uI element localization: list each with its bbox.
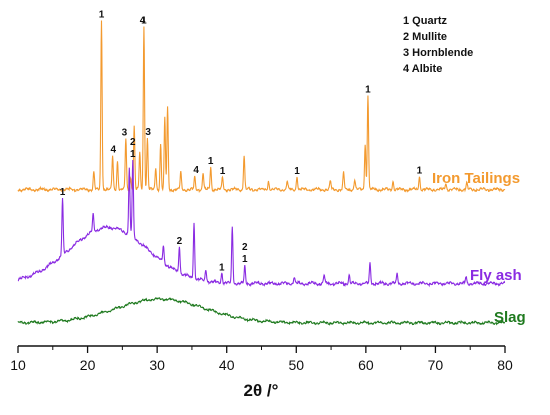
- peak-label: 4: [193, 165, 199, 176]
- peak-label: 1: [208, 156, 214, 167]
- peak-label: 1: [130, 149, 136, 160]
- peak-label: 2: [177, 236, 183, 247]
- peak-label: 1: [60, 187, 66, 198]
- peak-label: 2: [130, 137, 136, 148]
- peak-label: 3: [145, 127, 151, 138]
- x-tick-label: 60: [358, 357, 374, 373]
- series-line-slag: [17, 296, 506, 326]
- series-line-fly-ash: [17, 159, 506, 288]
- series-line-iron-tailings: [17, 20, 506, 194]
- peak-label: 1: [417, 166, 423, 177]
- peak-label: 1: [219, 262, 225, 273]
- x-tick-label: 70: [428, 357, 444, 373]
- x-tick-label: 20: [80, 357, 96, 373]
- peak-label: 4: [111, 145, 117, 156]
- x-tick-label: 40: [219, 357, 235, 373]
- peak-label: 1: [294, 166, 300, 177]
- series-layer: [17, 20, 506, 326]
- peak-label: 1: [99, 10, 105, 21]
- x-tick-label: 30: [149, 357, 165, 373]
- peak-label: 1: [242, 254, 248, 265]
- series-label-slag: Slag: [494, 309, 526, 326]
- legend-entry: 1 Quartz: [403, 15, 448, 27]
- legend-entry: 2 Mullite: [403, 31, 447, 43]
- x-axis-title: 2θ /°: [244, 381, 279, 400]
- series-label-iron-tailings: Iron Tailings: [432, 170, 520, 187]
- series-labels: Iron Tailings Fly ash Slag: [432, 170, 526, 326]
- legend-entry: 3 Hornblende: [403, 47, 473, 59]
- series-label-fly-ash: Fly ash: [470, 267, 522, 284]
- x-tick-label: 10: [10, 357, 26, 373]
- peak-label: 4: [140, 16, 146, 27]
- x-tick-label: 50: [288, 357, 304, 373]
- peak-label: 2: [242, 242, 248, 253]
- x-axis: 10 20 30 40 50 60 70 80: [10, 345, 513, 373]
- peak-label: 1: [141, 16, 147, 27]
- peak-label: 1: [365, 85, 371, 96]
- peak-label: 1: [220, 166, 226, 177]
- legend-entry: 4 Albite: [403, 63, 442, 75]
- legend: 1 Quartz 2 Mullite 3 Hornblende 4 Albite: [403, 15, 473, 75]
- peak-label: 3: [122, 128, 128, 139]
- x-tick-label: 80: [497, 357, 513, 373]
